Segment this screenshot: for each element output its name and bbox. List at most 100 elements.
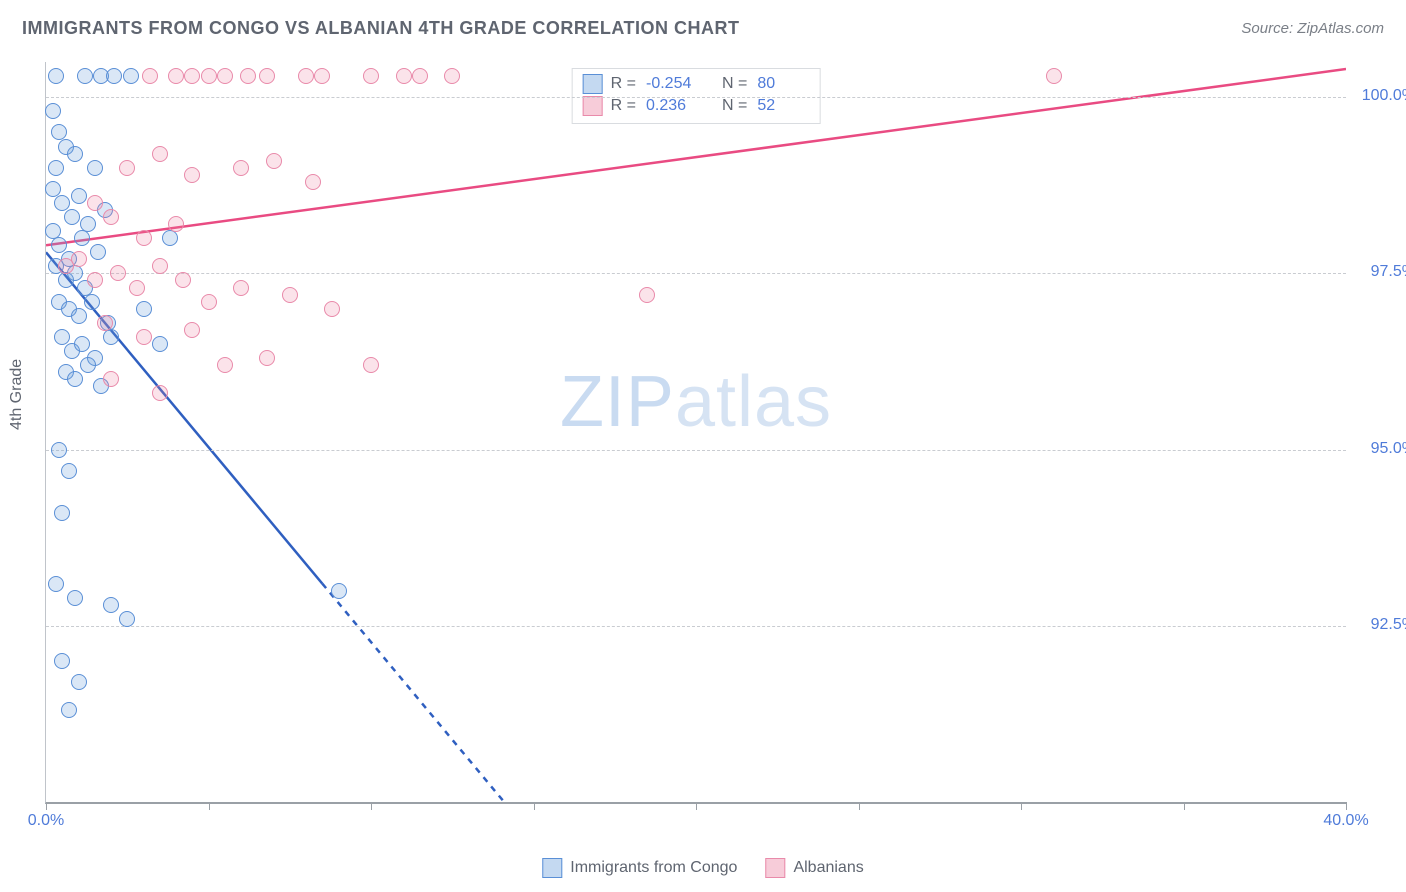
albanians-point — [184, 322, 200, 338]
albanians-point — [363, 68, 379, 84]
congo-point — [77, 68, 93, 84]
stats-row-congo: R = -0.254 N = 80 — [583, 73, 810, 95]
albanians-point — [119, 160, 135, 176]
congo-point — [90, 244, 106, 260]
watermark-atlas: atlas — [675, 362, 832, 442]
congo-point — [64, 209, 80, 225]
albanians-point — [259, 350, 275, 366]
congo-point — [331, 583, 347, 599]
albanians-point — [639, 287, 655, 303]
label-R: R = — [611, 97, 636, 115]
gridline — [46, 273, 1346, 274]
albanians-point — [201, 294, 217, 310]
congo-point — [54, 329, 70, 345]
albanians-point — [168, 216, 184, 232]
albanians-point — [233, 160, 249, 176]
swatch-pink — [765, 858, 785, 878]
congo-point — [162, 230, 178, 246]
legend-label-congo: Immigrants from Congo — [570, 859, 737, 877]
x-minor-tick — [1346, 802, 1347, 810]
congo-point — [51, 237, 67, 253]
x-tick-label: 0.0% — [28, 812, 64, 830]
bottom-legend: Immigrants from Congo Albanians — [542, 858, 863, 878]
congo-point — [136, 301, 152, 317]
congo-point — [48, 576, 64, 592]
albanians-point — [103, 209, 119, 225]
y-tick-label: 92.5% — [1356, 616, 1406, 634]
legend-label-albanians: Albanians — [793, 859, 863, 877]
albanians-point — [259, 68, 275, 84]
albanians-point — [396, 68, 412, 84]
albanians-point — [87, 195, 103, 211]
stats-row-albanians: R = 0.236 N = 52 — [583, 95, 810, 117]
x-minor-tick — [1184, 802, 1185, 810]
swatch-pink — [583, 96, 603, 116]
y-axis-label: 4th Grade — [8, 359, 26, 430]
y-tick-label: 97.5% — [1356, 263, 1406, 281]
x-minor-tick — [209, 802, 210, 810]
albanians-point — [444, 68, 460, 84]
congo-point — [74, 336, 90, 352]
albanians-point — [233, 280, 249, 296]
stats-legend-box: R = -0.254 N = 80 R = 0.236 N = 52 — [572, 68, 821, 124]
congo-point — [106, 68, 122, 84]
swatch-blue — [542, 858, 562, 878]
albanians-point — [168, 68, 184, 84]
albanians-point — [305, 174, 321, 190]
source-link[interactable]: ZipAtlas.com — [1297, 20, 1384, 37]
chart-title: IMMIGRANTS FROM CONGO VS ALBANIAN 4TH GR… — [22, 18, 739, 39]
gridline — [46, 97, 1346, 98]
watermark: ZIPatlas — [560, 361, 832, 443]
albanians-point — [217, 357, 233, 373]
albanians-point — [110, 265, 126, 281]
label-N: N = — [722, 75, 747, 93]
albanians-point — [201, 68, 217, 84]
congo-point — [119, 611, 135, 627]
congo-point — [103, 329, 119, 345]
congo-point — [103, 597, 119, 613]
albanians-point — [314, 68, 330, 84]
source-attribution: Source: ZipAtlas.com — [1241, 20, 1384, 37]
congo-point — [45, 181, 61, 197]
congo-N-value: 80 — [757, 75, 809, 93]
congo-point — [71, 308, 87, 324]
label-R: R = — [611, 75, 636, 93]
albanians-point — [240, 68, 256, 84]
albanians-point — [152, 146, 168, 162]
chart-plot-area: ZIPatlas R = -0.254 N = 80 R = 0.236 N =… — [45, 62, 1346, 804]
albanians-point — [217, 68, 233, 84]
albanians-point — [136, 230, 152, 246]
albanians-point — [298, 68, 314, 84]
albanians-point — [266, 153, 282, 169]
gridline — [46, 626, 1346, 627]
congo-point — [48, 160, 64, 176]
congo-point — [48, 68, 64, 84]
x-minor-tick — [1021, 802, 1022, 810]
congo-point — [54, 653, 70, 669]
albanian-R-value: 0.236 — [646, 97, 698, 115]
albanians-point — [184, 68, 200, 84]
albanians-point — [412, 68, 428, 84]
congo-point — [45, 103, 61, 119]
albanians-point — [282, 287, 298, 303]
congo-point — [61, 463, 77, 479]
albanians-point — [71, 251, 87, 267]
congo-point — [54, 505, 70, 521]
congo-point — [67, 146, 83, 162]
x-minor-tick — [534, 802, 535, 810]
congo-point — [71, 674, 87, 690]
congo-point — [67, 590, 83, 606]
x-minor-tick — [859, 802, 860, 810]
gridline — [46, 450, 1346, 451]
congo-point — [67, 371, 83, 387]
congo-point — [71, 188, 87, 204]
label-N: N = — [722, 97, 747, 115]
x-minor-tick — [371, 802, 372, 810]
albanians-point — [136, 329, 152, 345]
albanians-point — [152, 385, 168, 401]
x-minor-tick — [696, 802, 697, 810]
x-minor-tick — [46, 802, 47, 810]
legend-item-congo: Immigrants from Congo — [542, 858, 737, 878]
y-axis-label-container: 4th Grade — [8, 350, 28, 470]
x-tick-label: 40.0% — [1323, 812, 1368, 830]
